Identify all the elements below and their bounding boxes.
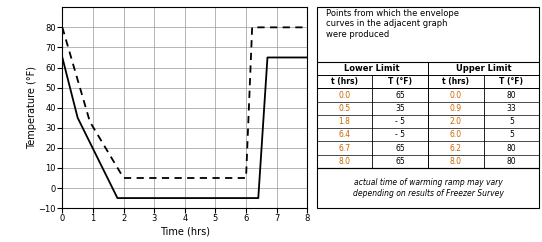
Text: 5: 5 [509,130,514,139]
Text: Lower Limit: Lower Limit [345,64,400,73]
Text: 65: 65 [395,157,405,166]
Text: 33: 33 [507,104,517,113]
Text: 6.7: 6.7 [338,144,351,152]
Text: t (hrs): t (hrs) [331,77,358,86]
Text: - 5: - 5 [395,130,405,139]
Text: 6.0: 6.0 [450,130,462,139]
Text: 1.8: 1.8 [339,117,350,126]
Text: actual time of warming ramp may vary
depending on results of Freezer Survey: actual time of warming ramp may vary dep… [352,178,504,198]
Text: T (°F): T (°F) [388,77,412,86]
Text: 8.0: 8.0 [450,157,462,166]
Text: 80: 80 [507,91,517,99]
Text: 8.0: 8.0 [338,157,351,166]
Text: 80: 80 [507,144,517,152]
Text: 80: 80 [507,157,517,166]
Text: 0.5: 0.5 [338,104,351,113]
Text: 65: 65 [395,91,405,99]
Text: 2.0: 2.0 [450,117,462,126]
X-axis label: Time (hrs): Time (hrs) [160,226,210,236]
Text: T (°F): T (°F) [500,77,524,86]
Text: 0.0: 0.0 [338,91,351,99]
Text: 6.4: 6.4 [338,130,351,139]
Text: - 5: - 5 [395,117,405,126]
Text: 65: 65 [395,144,405,152]
Text: t (hrs): t (hrs) [442,77,469,86]
Text: 5: 5 [509,117,514,126]
Text: 6.2: 6.2 [450,144,462,152]
Y-axis label: Temperature (°F): Temperature (°F) [27,66,37,149]
Text: 35: 35 [395,104,405,113]
Text: 0.0: 0.0 [450,91,462,99]
Text: Upper Limit: Upper Limit [456,64,512,73]
Text: 0.9: 0.9 [450,104,462,113]
Text: Points from which the envelope
curves in the adjacent graph
were produced: Points from which the envelope curves in… [326,9,459,39]
